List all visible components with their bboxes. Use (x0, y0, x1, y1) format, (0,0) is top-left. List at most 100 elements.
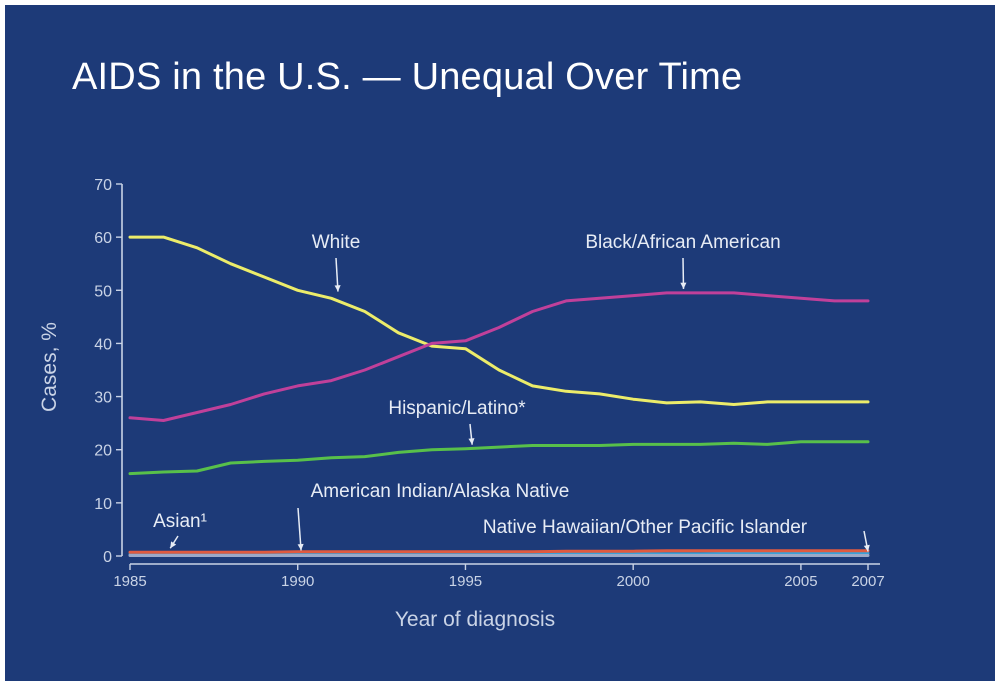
data-point-white (296, 289, 299, 292)
data-point-hispanic-latino (195, 469, 199, 473)
data-point-native-hawaiian-other-pacific-islander (464, 554, 467, 557)
data-point-native-hawaiian-other-pacific-islander (363, 554, 367, 557)
data-point-black-african-american (531, 310, 534, 313)
chart-annotations: White Black/African American Hispanic/Lati… (153, 232, 870, 552)
data-point-asian (128, 551, 132, 554)
data-point-white (866, 400, 870, 404)
annotation-arrowhead (680, 282, 687, 289)
annotation-label: Black/African American (585, 232, 780, 253)
data-point-native-hawaiian-other-pacific-islander (397, 554, 400, 557)
data-point-black-african-american (699, 291, 702, 295)
data-point-native-hawaiian-other-pacific-islander (564, 554, 568, 557)
data-point-black-african-american (833, 299, 836, 303)
data-point-hispanic-latino (229, 461, 232, 465)
data-point-asian (699, 549, 702, 552)
data-point-black-african-american (162, 419, 165, 422)
data-point-native-hawaiian-other-pacific-islander (699, 554, 702, 557)
data-point-black-african-american (866, 299, 870, 303)
chart-axes (121, 184, 880, 565)
data-point-asian (598, 550, 601, 553)
data-point-asian (397, 550, 400, 553)
annotation-arrow (297, 507, 302, 551)
data-point-native-hawaiian-other-pacific-islander (799, 554, 803, 557)
data-point-hispanic-latino (732, 442, 736, 445)
data-point-native-hawaiian-other-pacific-islander (732, 554, 736, 557)
data-point-hispanic-latino (833, 440, 836, 443)
x-axis-title: Year of diagnosis (395, 608, 555, 631)
data-point-hispanic-latino (699, 443, 702, 446)
data-point-hispanic-latino (330, 456, 333, 459)
annotation-label: White (312, 232, 361, 253)
data-point-american-indian-alaska-native (766, 552, 769, 555)
data-point-asian (330, 550, 333, 553)
data-point-hispanic-latino (296, 459, 299, 462)
data-point-hispanic-latino (799, 440, 803, 443)
data-point-white (330, 297, 333, 300)
data-point-black-african-american (799, 297, 803, 300)
data-point-white (464, 347, 467, 350)
data-point-white (229, 262, 232, 265)
x-tick-label: 2005 (784, 573, 817, 590)
y-tick-label: 0 (103, 549, 112, 566)
data-point-hispanic-latino (128, 472, 132, 475)
data-point-white (631, 398, 635, 401)
data-point-hispanic-latino (464, 447, 467, 450)
y-tick-label: 30 (94, 390, 112, 407)
data-point-white (665, 401, 668, 405)
data-point-hispanic-latino (598, 444, 601, 447)
data-point-asian (766, 549, 769, 552)
data-point-black-african-american (430, 342, 434, 345)
data-point-asian (833, 549, 836, 552)
x-tick-label: 1995 (449, 573, 482, 590)
data-point-white (430, 344, 434, 348)
data-point-black-african-american (397, 355, 400, 358)
data-point-american-indian-alaska-native (866, 552, 870, 555)
data-point-black-african-american (296, 384, 299, 388)
data-point-hispanic-latino (766, 443, 769, 446)
data-point-hispanic-latino (262, 460, 266, 463)
y-tick-label: 60 (94, 230, 112, 247)
data-point-black-african-american (766, 294, 769, 297)
data-point-hispanic-latino (531, 444, 534, 447)
x-tick-label: 2000 (616, 573, 649, 590)
series-line-white (128, 235, 870, 406)
data-point-native-hawaiian-other-pacific-islander (531, 554, 534, 557)
data-point-asian (430, 550, 434, 553)
data-point-asian (363, 550, 367, 553)
data-point-hispanic-latino (430, 448, 434, 451)
data-point-white (833, 400, 836, 404)
annotation-label: Hispanic/Latino* (388, 398, 526, 419)
data-point-black-african-american (598, 297, 601, 300)
data-point-native-hawaiian-other-pacific-islander (162, 554, 165, 557)
data-point-white (397, 331, 400, 334)
data-point-white (195, 246, 199, 249)
y-tick-label: 40 (94, 336, 112, 353)
data-point-asian (631, 550, 635, 553)
chart-series (128, 235, 870, 557)
data-point-hispanic-latino (866, 440, 870, 443)
data-point-black-african-american (564, 299, 568, 303)
data-point-native-hawaiian-other-pacific-islander (128, 554, 132, 557)
data-point-native-hawaiian-other-pacific-islander (665, 554, 668, 557)
data-point-asian (464, 550, 467, 553)
data-point-asian (162, 551, 165, 554)
data-point-black-african-american (464, 339, 467, 342)
data-point-hispanic-latino (564, 444, 568, 447)
data-point-black-african-american (330, 379, 333, 382)
data-point-native-hawaiian-other-pacific-islander (296, 554, 299, 557)
y-tick-label: 20 (94, 443, 112, 460)
slide-background (5, 5, 995, 681)
data-point-asian (531, 550, 534, 553)
data-point-white (363, 310, 367, 313)
data-point-white (262, 275, 266, 279)
x-tick-label: 2007 (851, 573, 884, 590)
data-point-american-indian-alaska-native (833, 552, 836, 555)
x-tick-label: 1990 (281, 573, 314, 590)
data-point-asian (262, 551, 266, 554)
data-point-native-hawaiian-other-pacific-islander (497, 554, 501, 557)
annotation-label: American Indian/Alaska Native (311, 481, 570, 502)
data-point-black-african-american (665, 291, 668, 295)
data-point-hispanic-latino (631, 443, 635, 446)
